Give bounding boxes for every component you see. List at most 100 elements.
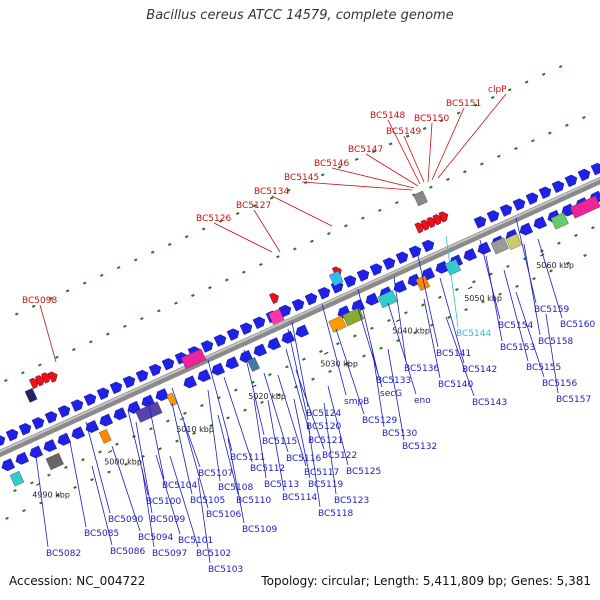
gene-label-bc5145: BC5145: [284, 173, 319, 183]
gene-label-bc5141: BC5141: [436, 349, 471, 359]
forward-gene-arrow: [113, 407, 127, 421]
label-leader-line: [431, 107, 465, 181]
track-dot: [480, 162, 484, 166]
feature-track-dots: [4, 65, 595, 520]
forward-gene-arrow: [71, 426, 85, 440]
track-dot: [133, 258, 138, 262]
label-leader-line: [445, 235, 459, 328]
label-leader-line: [357, 288, 379, 375]
track-dot: [174, 301, 178, 305]
gene-box: [9, 470, 25, 487]
track-dot: [336, 342, 340, 346]
label-leader-line: [91, 465, 113, 546]
reverse-gene-arrow: [41, 372, 51, 384]
track-dot: [473, 103, 478, 107]
track-dot: [293, 247, 297, 251]
track-dot: [327, 232, 331, 236]
gene-label-bc5122: BC5122: [322, 451, 357, 461]
track-dot: [507, 88, 512, 92]
forward-gene-arrow: [155, 388, 169, 402]
track-dot: [184, 235, 189, 239]
gene-box: [444, 259, 462, 276]
forward-gene-arrow: [369, 263, 383, 276]
track-dot: [252, 204, 257, 208]
gene-label-bc5106: BC5106: [206, 510, 241, 520]
track-dot: [115, 442, 119, 446]
track-dot: [302, 357, 306, 361]
scale-tick: [107, 450, 113, 454]
forward-gene-arrow: [435, 260, 449, 274]
track-dot: [56, 493, 60, 497]
forward-gene-arrow: [343, 275, 357, 288]
track-dot: [225, 278, 229, 282]
track-dot: [98, 450, 102, 454]
track-dot: [14, 312, 19, 316]
forward-gene-arrow: [1, 458, 15, 472]
gene-label-bc5113: BC5113: [264, 480, 299, 490]
track-dot: [47, 473, 51, 477]
forward-gene-arrow: [226, 328, 240, 341]
forward-gene-arrow: [281, 330, 295, 344]
label-leader-line: [285, 348, 311, 435]
label-leader-line: [417, 255, 439, 348]
gene-label-bc5151: BC5151: [446, 99, 481, 109]
gene-label-bc5154: BC5154: [498, 321, 533, 331]
track-dot: [514, 146, 518, 151]
scale-tick: [467, 286, 473, 290]
label-leader-line: [479, 239, 501, 320]
gene-box: [413, 190, 428, 207]
forward-gene-arrow: [395, 251, 409, 264]
gene-label-bc5125: BC5125: [346, 467, 381, 477]
gene-label-bc5136: BC5136: [404, 364, 439, 374]
track-dot: [565, 123, 569, 127]
gene-label-bc5099: BC5099: [150, 515, 185, 525]
track-dot: [13, 489, 17, 493]
track-dot: [235, 211, 240, 216]
label-leader-line: [545, 313, 559, 394]
track-dot: [4, 378, 8, 383]
forward-gene-arrow: [239, 322, 253, 335]
track-dot: [344, 224, 348, 228]
gene-label-bc5098: BC5098: [22, 296, 57, 306]
track-dot: [208, 286, 212, 290]
scale-tick-label: 5000 kbp: [104, 458, 142, 467]
track-dot: [310, 239, 314, 243]
reverse-gene-arrow: [47, 371, 58, 383]
track-dot: [89, 340, 93, 344]
forward-gene-arrow: [5, 428, 19, 442]
forward-gene-arrow: [183, 375, 197, 389]
reverse-gene-arrow: [420, 219, 431, 231]
gene-label-clpp: clpP: [488, 85, 507, 95]
forward-gene-arrow: [304, 293, 318, 306]
track-dot: [404, 311, 408, 315]
forward-gene-arrow: [486, 210, 500, 223]
track-dot: [429, 185, 433, 189]
track-dot: [218, 219, 223, 223]
gene-label-bc5085: BC5085: [84, 529, 119, 539]
track-dot: [446, 177, 450, 181]
gene-box: [329, 270, 344, 287]
forward-gene-arrow: [365, 292, 379, 306]
label-leader-line: [357, 307, 383, 388]
label-leader-line: [217, 414, 239, 495]
label-leader-line: [307, 421, 321, 508]
track-dot: [21, 371, 25, 375]
forward-gene-arrow: [122, 375, 136, 389]
track-dot: [472, 280, 476, 284]
label-leader-line: [267, 399, 285, 492]
label-leader-line: [437, 93, 507, 179]
label-leader-line: [243, 349, 265, 436]
track-dot: [183, 411, 187, 415]
gene-label-bc5156: BC5156: [542, 379, 577, 389]
label-leader-line: [39, 304, 57, 363]
forward-gene-arrow: [225, 356, 239, 370]
label-leader-line: [439, 277, 465, 364]
track-dot: [319, 349, 323, 353]
track-dot: [157, 309, 161, 313]
track-dot: [99, 273, 104, 277]
track-dot: [269, 196, 274, 200]
track-dot: [72, 348, 76, 352]
label-leader-line: [111, 445, 141, 532]
track-dot: [286, 188, 291, 192]
